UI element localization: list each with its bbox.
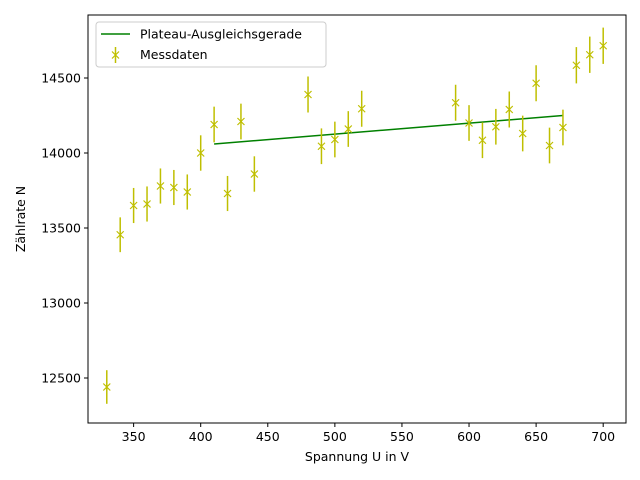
x-tick-label: 600 xyxy=(457,429,481,444)
x-marker xyxy=(223,189,232,198)
legend-x-marker xyxy=(111,51,120,59)
data-point xyxy=(116,217,125,253)
legend-measurement-label: Messdaten xyxy=(140,47,208,62)
x-marker xyxy=(478,136,487,145)
x-marker xyxy=(143,200,151,208)
legend: Plateau-Ausgleichsgerade Messdaten xyxy=(95,21,327,68)
data-point xyxy=(545,127,554,164)
x-axis-label: Spannung U in V xyxy=(305,449,410,464)
data-point xyxy=(599,27,608,64)
fit-line xyxy=(214,114,564,145)
x-marker xyxy=(169,183,178,192)
data-point xyxy=(129,187,138,224)
data-point xyxy=(505,91,514,128)
data-point xyxy=(156,168,165,204)
x-tick-label: 550 xyxy=(390,429,414,444)
x-marker xyxy=(102,383,111,391)
x-tick-label: 500 xyxy=(323,429,347,444)
data-point xyxy=(465,105,473,141)
x-marker xyxy=(210,120,219,129)
data-point xyxy=(357,90,366,127)
data-point xyxy=(491,108,500,145)
plot-frame xyxy=(87,14,627,424)
x-marker xyxy=(156,182,165,190)
data-point xyxy=(183,174,192,210)
x-marker xyxy=(559,123,567,132)
x-marker xyxy=(357,104,366,113)
x-tick-label: 700 xyxy=(591,429,615,444)
data-point xyxy=(532,65,541,102)
legend-box xyxy=(95,21,327,68)
data-point xyxy=(572,47,581,84)
plot-marks xyxy=(102,27,608,404)
data-point xyxy=(169,169,178,206)
legend-measurement-swatch xyxy=(111,47,120,63)
y-tick-label: 14500 xyxy=(41,71,81,86)
data-point xyxy=(223,175,232,212)
x-marker xyxy=(505,105,514,114)
legend-fit-label: Plateau-Ausgleichsgerade xyxy=(140,27,302,42)
y-tick-label: 12500 xyxy=(41,371,81,386)
data-point xyxy=(330,121,339,158)
data-point xyxy=(585,36,594,73)
x-marker xyxy=(344,125,353,133)
data-point xyxy=(559,109,567,146)
data-point xyxy=(102,370,111,404)
data-point xyxy=(250,156,259,192)
data-point xyxy=(317,128,326,165)
y-tick-label: 13500 xyxy=(41,221,81,236)
data-point xyxy=(143,186,151,222)
x-tick-label: 400 xyxy=(189,429,213,444)
data-point xyxy=(344,111,353,147)
x-marker xyxy=(183,188,192,196)
x-tick-label: 650 xyxy=(524,429,548,444)
y-axis-label: Zählrate N xyxy=(13,186,28,252)
x-marker xyxy=(129,201,138,210)
x-marker xyxy=(585,50,594,59)
x-marker xyxy=(196,149,205,157)
x-tick-label: 450 xyxy=(256,429,280,444)
x-marker xyxy=(465,119,473,127)
x-marker xyxy=(599,41,608,50)
axes: 350 400 450 500 550 600 650 700 12500 13000 13500 1… xyxy=(41,71,615,445)
x-marker xyxy=(545,141,554,150)
data-point xyxy=(304,76,312,113)
y-tick-label: 14000 xyxy=(41,146,81,161)
x-marker xyxy=(451,98,460,107)
x-marker xyxy=(317,142,326,151)
x-marker xyxy=(572,61,581,70)
data-point xyxy=(196,135,205,171)
data-point xyxy=(518,115,527,152)
x-tick-label: 350 xyxy=(122,429,146,444)
data-point xyxy=(210,106,219,143)
data-point xyxy=(478,122,487,159)
x-marker xyxy=(518,129,527,138)
x-marker xyxy=(330,135,339,144)
data-point xyxy=(451,84,460,121)
x-marker xyxy=(304,90,312,99)
y-tick-label: 13000 xyxy=(41,296,81,311)
x-marker xyxy=(532,79,541,88)
x-marker xyxy=(237,117,245,126)
x-marker xyxy=(116,230,125,239)
x-marker xyxy=(491,122,500,131)
x-marker xyxy=(250,170,259,178)
data-point xyxy=(237,103,245,140)
